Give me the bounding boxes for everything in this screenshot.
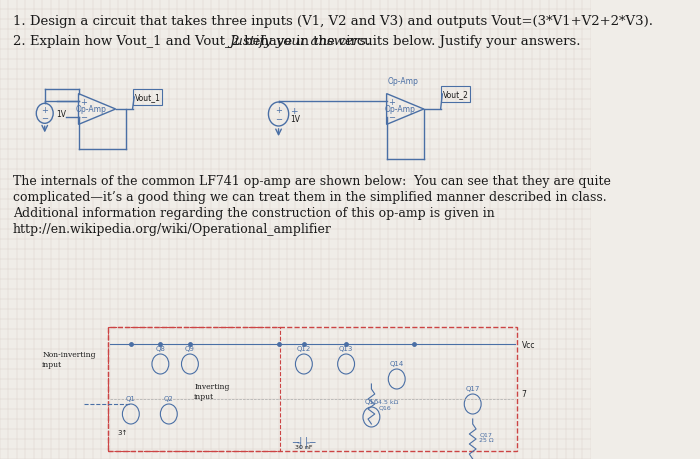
Text: Q13: Q13 — [339, 345, 354, 351]
Text: Q17
25 Ω: Q17 25 Ω — [480, 431, 494, 442]
Text: +: + — [275, 106, 282, 114]
Text: ─┤├─: ─┤├─ — [292, 435, 316, 447]
Text: Vcc: Vcc — [522, 340, 536, 349]
Text: Op-Amp: Op-Amp — [388, 77, 419, 86]
Text: Q14: Q14 — [390, 360, 404, 366]
Text: Op-Amp: Op-Amp — [384, 105, 415, 114]
Text: −: − — [389, 113, 396, 122]
Text: +: + — [80, 98, 87, 106]
Text: Non-inverting
input: Non-inverting input — [42, 351, 96, 368]
Text: +: + — [389, 98, 396, 106]
Text: Q17: Q17 — [466, 385, 480, 391]
Text: 4.5 kΩ
Q16: 4.5 kΩ Q16 — [378, 399, 398, 409]
Text: 1V: 1V — [290, 114, 300, 123]
Text: Q9: Q9 — [185, 345, 195, 351]
Text: 7: 7 — [522, 390, 526, 398]
Text: −: − — [80, 113, 88, 122]
Text: 2. Explain how Vout_1 and Vout_2 behave in the circuits below. Justify your answ: 2. Explain how Vout_1 and Vout_2 behave … — [13, 35, 580, 48]
Text: Q12: Q12 — [297, 345, 311, 351]
Text: 3↑: 3↑ — [117, 429, 127, 435]
Text: Q8: Q8 — [155, 345, 165, 351]
Text: Justify your answers.: Justify your answers. — [230, 35, 371, 48]
Text: Additional information regarding the construction of this op-amp is given in: Additional information regarding the con… — [13, 207, 494, 219]
Text: Q2: Q2 — [164, 395, 174, 401]
Text: 1. Design a circuit that takes three inputs (V1, V2 and V3) and outputs Vout=(3*: 1. Design a circuit that takes three inp… — [13, 15, 652, 28]
Text: +: + — [290, 106, 298, 115]
Text: Q1: Q1 — [126, 395, 136, 401]
Text: Op-Amp: Op-Amp — [76, 105, 107, 114]
Text: +: + — [41, 106, 48, 115]
Text: complicated—it’s a good thing we can treat them in the simplified manner describ: complicated—it’s a good thing we can tre… — [13, 190, 606, 203]
Text: Vout_1: Vout_1 — [135, 93, 161, 102]
Text: 1V: 1V — [56, 110, 66, 118]
Text: Inverting
input: Inverting input — [194, 382, 230, 400]
Text: −: − — [41, 113, 48, 123]
Text: 30 nF: 30 nF — [295, 444, 313, 449]
Text: The internals of the common LF741 op-amp are shown below:  You can see that they: The internals of the common LF741 op-amp… — [13, 174, 610, 188]
Text: Q16: Q16 — [364, 398, 379, 404]
Text: http://en.wikipedia.org/wiki/Operational_amplifier: http://en.wikipedia.org/wiki/Operational… — [13, 223, 332, 235]
Text: −: − — [275, 115, 282, 124]
Text: Vout_2: Vout_2 — [443, 90, 469, 99]
